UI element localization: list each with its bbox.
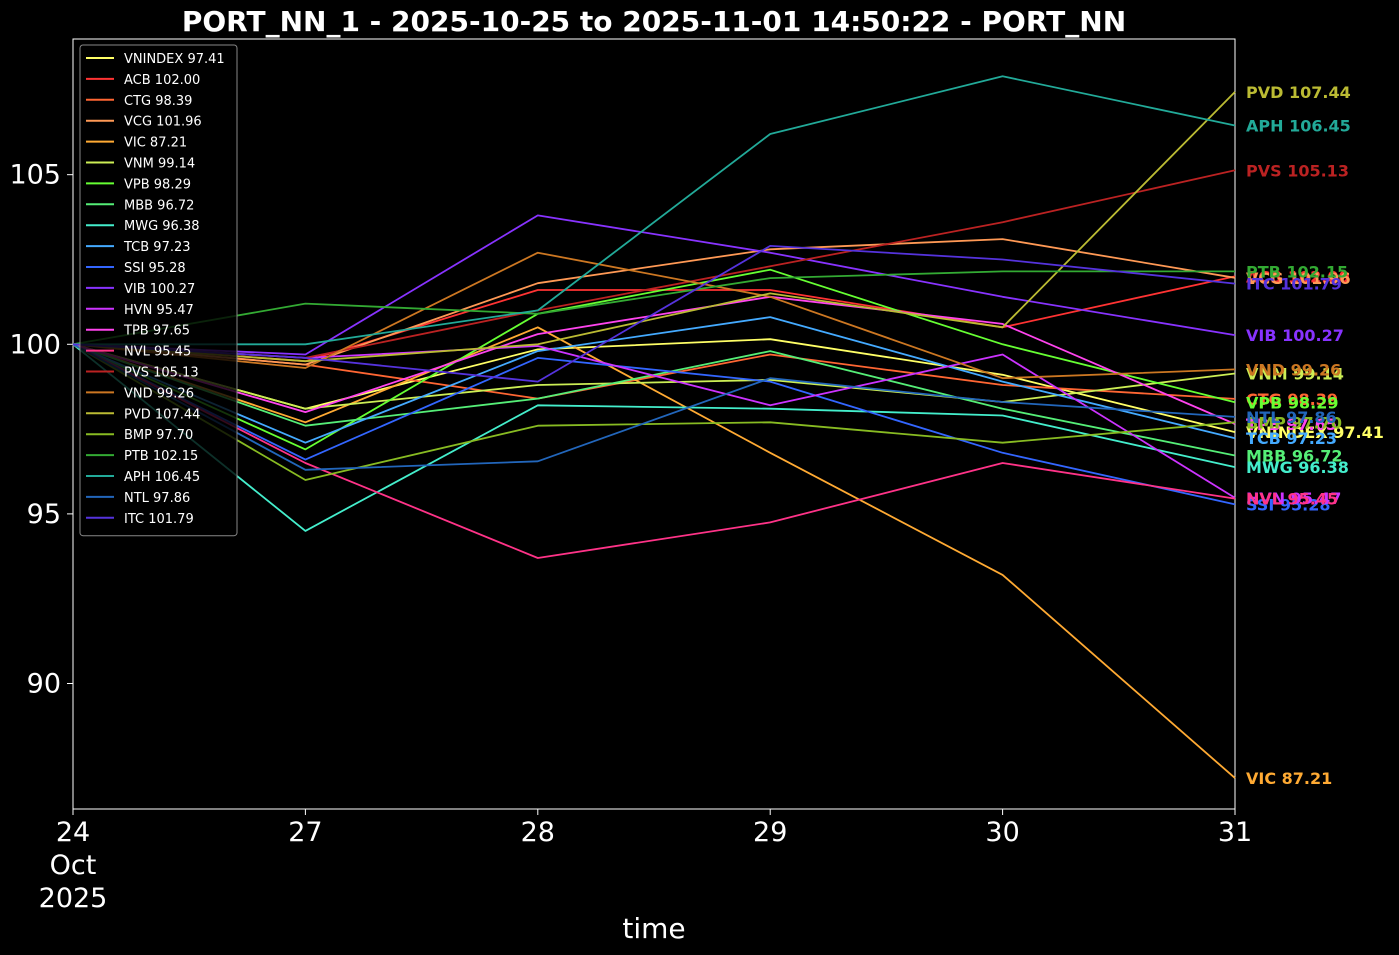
legend-entry-vnm: VNM 99.14 [124,157,195,172]
end-label-vib: VIB 100.27 [1246,326,1344,345]
legend-entry-vpb: VPB 98.29 [124,177,191,192]
end-label-ctg: CTG 98.39 [1246,390,1338,409]
end-labels: VNINDEX 97.41 ACB 102.00 CTG 98.39 VCG 101.… [1246,83,1384,788]
legend-entry-nvl: NVL 95.45 [124,345,191,360]
x-tick-label: 27 [288,817,322,848]
x-tick-label: 28 [521,817,555,848]
y-tick-label: 95 [27,499,61,530]
chart-title: PORT_NN_1 - 2025-10-25 to 2025-11-01 14:… [182,5,1126,38]
legend-entry-ptb: PTB 102.15 [124,449,198,464]
series-line-vnd [72,251,1236,380]
series-line-ptb [72,270,1235,346]
end-label-vnd: VND 99.26 [1246,360,1341,379]
legend-entry-mwg: MWG 96.38 [124,219,200,234]
series-line-ntl [72,343,1236,471]
series-line-vcg [72,238,1236,366]
end-label-aph: APH 106.45 [1246,116,1351,135]
legend-entry-pvs: PVS 105.13 [124,366,199,381]
end-label-vic: VIC 87.21 [1246,769,1332,788]
series-lines [72,75,1236,779]
end-label-mwg: MWG 96.38 [1246,458,1349,477]
x-tick-label: 30 [985,817,1019,848]
legend-entry-tpb: TPB 97.65 [123,324,190,339]
legend: VNINDEX 97.41 ACB 102.00 CTG 98.39 VCG 101.… [79,44,238,537]
series-line-vnm [72,343,1236,410]
series-line-itc [72,244,1236,383]
legend-entry-vcg: VCG 101.96 [124,115,202,130]
legend-entry-ctg: CTG 98.39 [124,94,192,109]
series-line-vib [72,214,1236,356]
series-line-pvs [72,169,1236,359]
x-axis-label: time [622,912,685,945]
y-tick-label: 105 [9,160,61,191]
end-label-pvs: PVS 105.13 [1246,161,1349,180]
legend-entry-acb: ACB 102.00 [124,73,200,88]
end-label-hvn: HVN 95.47 [1246,489,1341,508]
y-tick-label: 90 [27,668,61,699]
end-label-tpb: TPB 97.65 [1246,415,1337,434]
x-tick-label: 29 [753,817,787,848]
y-axis-ticks: 90 95 100 105 [9,160,73,699]
legend-entry-bmp: BMP 97.70 [124,428,193,443]
legend-entry-vnindex: VNINDEX 97.41 [124,52,225,67]
series-line-ssi [72,343,1236,506]
series-line-bmp [72,343,1236,481]
end-label-vnm: VNM 99.14 [1246,364,1344,383]
end-label-ptb: PTB 102.15 [1246,262,1348,281]
legend-entry-mbb: MBB 96.72 [124,198,194,213]
legend-entry-vnd: VND 99.26 [124,386,194,401]
legend-entry-aph: APH 106.45 [124,470,200,485]
x-tick-label: 24 Oct 2025 [39,817,108,914]
end-label-vnindex: VNINDEX 97.41 [1246,423,1384,442]
end-label-pvd: PVD 107.44 [1246,83,1351,102]
series-line-vic [72,326,1236,779]
legend-entry-pvd: PVD 107.44 [124,407,200,422]
series-line-aph [73,75,1236,346]
legend-entry-vib: VIB 100.27 [124,282,195,297]
series-line-pvd [72,91,1236,363]
x-tick-label: 31 [1218,817,1252,848]
legend-entry-ntl: NTL 97.86 [124,491,190,506]
legend-entry-ssi: SSI 95.28 [124,261,186,276]
end-label-nvl: NVL 95.45 [1246,490,1338,509]
series-line-vpb [72,268,1236,451]
series-line-mwg [72,343,1236,532]
legend-entry-hvn: HVN 95.47 [124,303,194,318]
legend-entry-vic: VIC 87.21 [124,136,187,151]
end-label-mbb: MBB 96.72 [1246,447,1343,466]
end-label-ntl: NTL 97.86 [1246,408,1337,427]
x-axis-ticks: 24 Oct 2025 27 28 29 30 31 [39,809,1252,914]
end-label-acb: ACB 102.00 [1246,267,1350,286]
series-line-tpb [72,295,1236,425]
series-line-nvl [72,343,1236,559]
end-label-vcg: VCG 101.96 [1246,269,1351,288]
y-tick-label: 100 [9,329,61,360]
end-label-bmp: BMP 97.70 [1246,413,1342,432]
end-label-ssi: SSI 95.28 [1246,495,1330,514]
legend-entry-itc: ITC 101.79 [124,512,194,527]
legend-entry-tcb: TCB 97.23 [123,240,191,255]
end-label-vpb: VPB 98.29 [1246,393,1338,412]
series-line-tcb [72,316,1236,444]
legend-box [79,44,238,537]
end-label-itc: ITC 101.79 [1246,275,1342,294]
end-label-tcb: TCB 97.23 [1246,429,1337,448]
